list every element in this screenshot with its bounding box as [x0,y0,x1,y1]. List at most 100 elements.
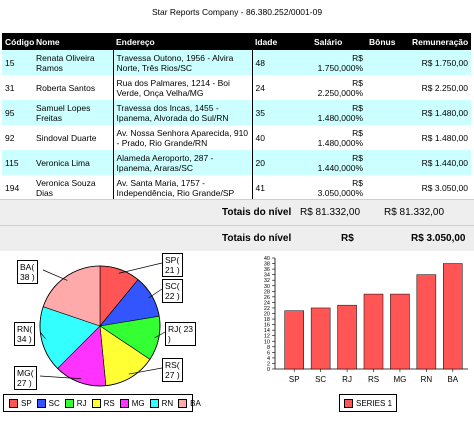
pie-leader-line [128,367,163,375]
bar-rj [337,304,357,370]
table-header-row: Código Nome Endereço Idade Salário Bônus… [2,33,471,50]
cell-salario: R$ 1.440,000% [311,150,366,175]
y-tick-label: 28 [264,289,270,295]
bar-sc [310,307,331,370]
cell-idade: 24 [251,75,311,100]
cell-idade: 40 [251,125,311,150]
legend-swatch [91,398,101,408]
pie-legend-item-sc: SC [36,398,60,408]
totals-value-b: R$ 81.332,00 [384,207,445,218]
pie-leader-line [39,375,82,380]
legend-swatch [119,398,129,408]
bar-sp [284,310,304,370]
cell-idade: 20 [251,150,311,175]
y-tick-label: 8 [267,345,270,351]
y-tick-label: 14 [264,328,270,334]
y-tick-label: 0 [267,367,270,373]
x-tick-label: BA [447,375,458,384]
cell-endereco: Av. Nossa Senhora Aparecida, 910 - Prado… [112,125,252,150]
bar-rn [416,274,437,370]
cell-nome: Veronica Souza Dias [33,175,113,200]
cell-salario: R$ 1.750,000% [311,50,366,75]
cell-codigo: 194 [2,175,33,200]
x-tick-label: RJ [342,375,352,384]
cell-codigo: 95 [2,100,33,125]
pie-label-mg: MG(27 ) [14,366,37,390]
pie-leader-line [148,288,163,299]
cell-nome: Roberta Santos [33,75,113,100]
pie-label-rs: RS(27 ) [162,358,183,382]
cell-nome: Veronica Lima [33,150,113,175]
header-nome: Nome [33,33,113,50]
cell-nome: Samuel Lopes Freitas [33,100,113,125]
cell-endereco: Travessa Outono, 1956 - Alvira Norte, Tr… [112,50,252,75]
y-tick-label: 40 [264,256,270,262]
x-tick-label: MG [393,375,406,384]
cell-salario: R$ 3.050,000% [311,175,366,200]
y-tick-label: 30 [264,284,270,290]
legend-label: SP [21,398,32,408]
cell-endereco: Rua dos Palmares, 1214 - Boi Verde, Onça… [112,75,252,100]
header-idade: Idade [252,33,311,50]
cell-nome: Renata Oliveira Ramos [33,50,113,75]
pie-label-sc: SC(22 ) [162,279,183,303]
legend-label: RN [161,398,174,408]
y-tick-label: 22 [264,306,270,312]
header-bonus: Bônus [366,33,409,50]
bar-legend-label: SERIES 1 [356,398,393,408]
legend-swatch [9,398,18,408]
pie-legend-item-rs: RS [91,398,115,408]
pie-legend-item-ba: BA [178,398,201,408]
legend-label: RJ [76,398,87,408]
cell-codigo: 15 [2,50,33,75]
legend-label: SC [48,398,60,408]
totals-label: Totais do nível [222,233,292,244]
cell-endereco: Alameda Aeroporto, 287 - Ipanema, Araras… [112,150,252,175]
x-tick-label: SC [315,375,326,384]
cell-remuneracao: R$ 1.480,00 [409,100,471,125]
bar-rs [363,293,384,370]
cell-remuneracao: R$ 3.050,00 [409,175,471,200]
cell-remuneracao: R$ 1.440,00 [409,150,471,175]
pie-legend: SP SC RJ RS MG RN BA [3,394,201,412]
cell-idade: 35 [251,100,311,125]
cell-bonus [366,75,409,100]
y-tick-label: 24 [264,300,270,306]
legend-swatch [178,398,188,408]
bar-ba [443,263,463,370]
header-endereco: Endereço [113,33,252,50]
y-tick-label: 10 [264,339,270,345]
totals-value-b: R$ 3.050,00 [411,233,466,244]
totals-value-a: R$ [341,233,354,244]
y-tick-label: 12 [264,334,270,340]
cell-remuneracao: R$ 2.250,00 [409,75,471,100]
pie-label-rj: RJ( 23) [165,322,197,346]
pie-chart [39,262,166,387]
pie-legend-item-sp: SP [9,398,32,408]
table-row: 95 Samuel Lopes Freitas Travessa dos Inc… [2,100,471,125]
pie-outline [39,265,161,387]
cell-bonus [366,125,409,150]
legend-swatch [149,398,159,408]
pie-label-sp: SP(21 ) [162,253,183,277]
bar-legend-swatch [344,398,353,408]
cell-remuneracao: R$ 1.750,00 [409,50,471,75]
cell-nome: Sindoval Duarte [33,125,113,150]
cell-codigo: 92 [2,125,33,150]
table-row: 194 Veronica Souza Dias Av. Santa Maria,… [2,175,471,200]
y-tick-label: 16 [264,323,270,329]
legend-swatch [36,398,46,408]
x-tick-label: RN [421,375,433,384]
totals-value-a: R$ 81.332,00 [300,207,361,218]
x-tick-label: RS [368,375,379,384]
pie-legend-item-mg: MG [119,398,145,408]
cell-remuneracao: R$ 1.480,00 [409,125,471,150]
legend-label: RS [103,398,115,408]
y-tick-label: 26 [264,295,270,301]
y-tick-label: 18 [264,317,270,323]
pie-leader-line [154,331,166,339]
totals-row-1: Totais do nível R$ 81.332,00 R$ 81.332,0… [0,199,474,225]
bar-legend: SERIES 1 [339,394,397,412]
cell-idade: 41 [251,175,311,200]
pie-label-ba: BA(38 ) [17,260,38,284]
